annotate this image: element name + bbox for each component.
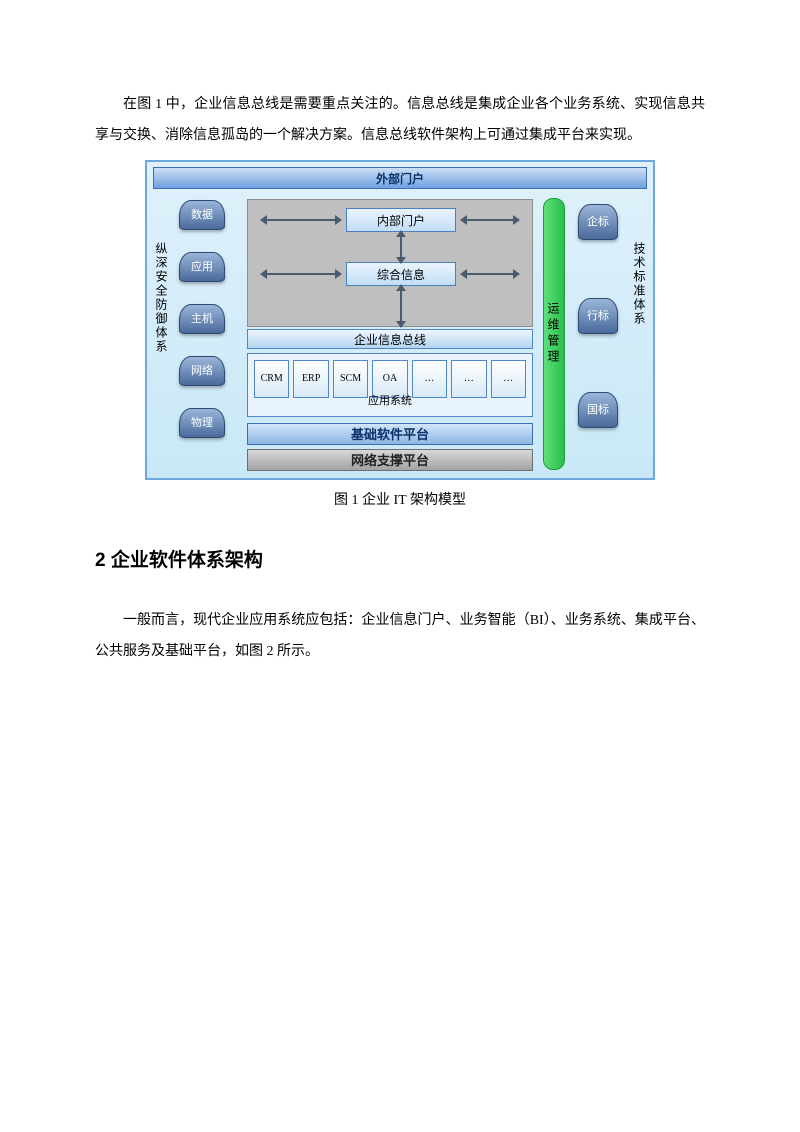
stone-data: 数据 [179,200,225,230]
arrow-v-to-bus [400,290,402,322]
box-integrated-info: 综合信息 [346,262,456,286]
left-column: 纵深安全防御体系 数据 应用 主机 网络 物理 [153,198,231,473]
center-area: 内部门户 综合信息 企业信息总线 CRM ERP SCM OA [237,195,543,473]
figure-1-caption: 图 1 企业 IT 架构模型 [95,486,705,517]
paragraph-2: 一般而言，现代企业应用系统应包括：企业信息门户、业务智能（BI）、业务系统、集成… [95,606,705,668]
base-software-platform: 基础软件平台 [247,423,533,445]
gray-inner-area: 内部门户 综合信息 [247,199,533,327]
right-vertical-label: 技术标准体系 [631,242,647,326]
paragraph-1: 在图 1 中，企业信息总线是需要重点关注的。信息总线是集成企业各个业务系统、实现… [95,90,705,152]
stone-ind-std: 行标 [578,298,618,334]
top-bar-external-portal: 外部门户 [153,167,647,189]
network-support-platform: 网络支撑平台 [247,449,533,471]
pillar-ops-mgmt: 运维管理 [543,198,565,470]
left-stone-stack: 数据 应用 主机 网络 物理 [175,200,229,460]
arrow-h-left-top [266,219,336,221]
arrow-h-right-bot [466,273,514,275]
stone-physical: 物理 [179,408,225,438]
left-vertical-label: 纵深安全防御体系 [153,242,169,354]
apps-label: 应用系统 [248,389,532,413]
stone-ent-std: 企标 [578,204,618,240]
stone-app: 应用 [179,252,225,282]
stone-host: 主机 [179,304,225,334]
apps-frame: CRM ERP SCM OA … … … 应用系统 [247,353,533,417]
figure-1-container: 外部门户 纵深安全防御体系 数据 应用 主机 网络 物理 技术标准体系 企标 行… [145,160,655,480]
figure-1-diagram: 外部门户 纵深安全防御体系 数据 应用 主机 网络 物理 技术标准体系 企标 行… [145,160,655,480]
enterprise-info-bus: 企业信息总线 [247,329,533,349]
section-2-heading: 2 企业软件体系架构 [95,540,705,582]
arrow-h-left-bot [266,273,336,275]
arrow-v-mid [400,236,402,258]
stone-nat-std: 国标 [578,392,618,428]
box-internal-portal: 内部门户 [346,208,456,232]
right-column: 技术标准体系 企标 行标 国标 [569,198,647,473]
stone-network: 网络 [179,356,225,386]
right-stone-stack: 企标 行标 国标 [571,204,625,486]
arrow-h-right-top [466,219,514,221]
